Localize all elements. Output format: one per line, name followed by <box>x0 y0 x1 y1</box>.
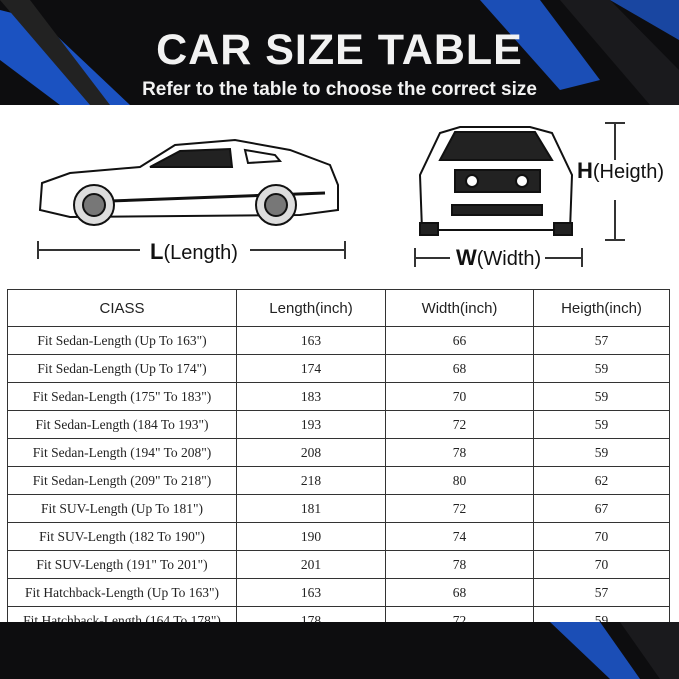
cell-length: 183 <box>236 382 386 411</box>
footer-band <box>0 622 679 679</box>
cell-class: Fit Sedan-Length (175" To 183") <box>7 382 237 411</box>
cell-length: 218 <box>236 466 386 495</box>
table-row: Fit Sedan-Length (Up To 174") 174 68 59 <box>7 354 670 383</box>
page-subtitle: Refer to the table to choose the correct… <box>142 79 537 100</box>
cell-class: Fit SUV-Length (191" To 201") <box>7 550 237 579</box>
table-row: Fit SUV-Length (191" To 201") 201 78 70 <box>7 550 670 579</box>
cell-length: 181 <box>236 494 386 523</box>
table-row: Fit Sedan-Length (175" To 183") 183 70 59 <box>7 382 670 411</box>
cell-width: 78 <box>385 550 534 579</box>
cell-width: 72 <box>385 494 534 523</box>
cell-class: Fit Sedan-Length (194" To 208") <box>7 438 237 467</box>
cell-class: Fit SUV-Length (Up To 181") <box>7 494 237 523</box>
column-header-length: Length(inch) <box>236 289 386 327</box>
cell-width: 68 <box>385 578 534 607</box>
footer-decoration <box>550 622 679 679</box>
width-label: W(Width) <box>456 245 542 270</box>
cell-height: 70 <box>533 522 670 551</box>
car-diagram: L(Length) W(Width) H(Heigth) <box>0 105 679 285</box>
cell-width: 68 <box>385 354 534 383</box>
length-dimension-line <box>37 241 346 259</box>
cell-height: 57 <box>533 326 670 355</box>
banner-decoration <box>0 0 679 105</box>
cell-height: 59 <box>533 410 670 439</box>
table-row: Fit SUV-Length (182 To 190") 190 74 70 <box>7 522 670 551</box>
header-banner: CAR SIZE TABLE Refer to the table to cho… <box>0 0 679 105</box>
cell-height: 59 <box>533 382 670 411</box>
cell-length: 190 <box>236 522 386 551</box>
table-row: Fit Sedan-Length (194" To 208") 208 78 59 <box>7 438 670 467</box>
cell-class: Fit Sedan-Length (209" To 218") <box>7 466 237 495</box>
cell-length: 163 <box>236 578 386 607</box>
cell-height: 70 <box>533 550 670 579</box>
cell-width: 70 <box>385 382 534 411</box>
table-row: Fit Sedan-Length (184 To 193") 193 72 59 <box>7 410 670 439</box>
car-side-view-icon <box>38 138 339 226</box>
car-front-view-icon <box>418 126 574 236</box>
table-row: Fit Sedan-Length (209" To 218") 218 80 62 <box>7 466 670 495</box>
height-dimension-line <box>605 122 625 241</box>
column-header-width: Width(inch) <box>385 289 534 327</box>
cell-height: 59 <box>533 354 670 383</box>
cell-class: Fit Hatchback-Length (Up To 163") <box>7 578 237 607</box>
cell-length: 208 <box>236 438 386 467</box>
cell-class: Fit Sedan-Length (Up To 174") <box>7 354 237 383</box>
table-row: Fit Hatchback-Length (Up To 163") 163 68 57 <box>7 578 670 607</box>
cell-length: 201 <box>236 550 386 579</box>
cell-class: Fit Sedan-Length (Up To 163") <box>7 326 237 355</box>
column-header-height: Heigth(inch) <box>533 289 670 327</box>
table-row: Fit Sedan-Length (Up To 163") 163 66 57 <box>7 326 670 355</box>
cell-height: 67 <box>533 494 670 523</box>
cell-length: 193 <box>236 410 386 439</box>
cell-class: Fit SUV-Length (182 To 190") <box>7 522 237 551</box>
cell-class: Fit Sedan-Length (184 To 193") <box>7 410 237 439</box>
cell-height: 59 <box>533 438 670 467</box>
cell-length: 163 <box>236 326 386 355</box>
length-label: L(Length) <box>150 239 238 264</box>
cell-width: 78 <box>385 438 534 467</box>
cell-width: 66 <box>385 326 534 355</box>
height-label: H(Heigth) <box>577 158 665 183</box>
size-table: CIASS Length(inch) Width(inch) Heigth(in… <box>7 289 670 635</box>
cell-width: 74 <box>385 522 534 551</box>
table-header-row: CIASS Length(inch) Width(inch) Heigth(in… <box>7 289 670 327</box>
cell-length: 174 <box>236 354 386 383</box>
cell-width: 72 <box>385 410 534 439</box>
cell-height: 62 <box>533 466 670 495</box>
table-row: Fit SUV-Length (Up To 181") 181 72 67 <box>7 494 670 523</box>
cell-height: 57 <box>533 578 670 607</box>
width-dimension-line <box>414 248 583 267</box>
page-title: CAR SIZE TABLE <box>156 26 523 74</box>
cell-width: 80 <box>385 466 534 495</box>
column-header-class: CIASS <box>7 289 237 327</box>
